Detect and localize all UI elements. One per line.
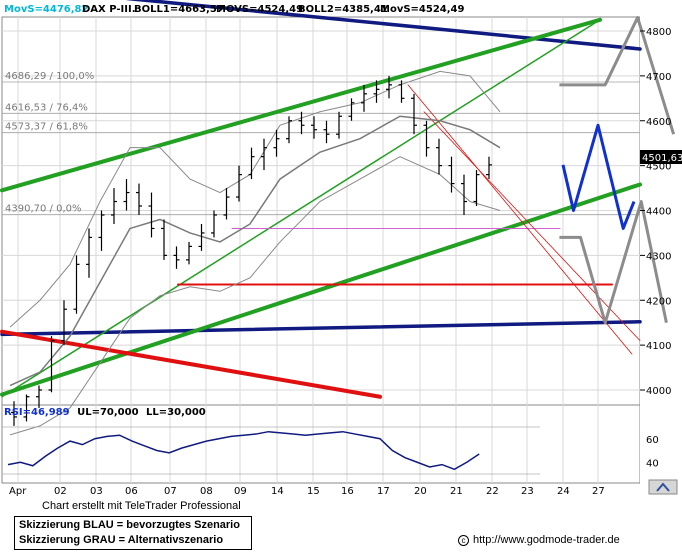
- header-movs3: MovS=4524,49: [380, 4, 465, 15]
- fib-label: 4616,53 / 76,4%: [5, 102, 88, 113]
- rsi-tick-label: 60: [646, 435, 659, 446]
- legend-blue: Skizzierung BLAU = bevorzugtes Szenario: [19, 519, 240, 531]
- y-tick-label: 4100: [646, 341, 671, 352]
- bollinger-bands: [9, 70, 501, 436]
- x-tick-label: 14: [271, 486, 284, 497]
- bollinger-lower: [9, 156, 501, 436]
- x-tick-label: 02: [54, 486, 67, 497]
- right-axis-area: [640, 0, 682, 500]
- y-axis: 4000 4100 4200 4300 4400 4500 4600 4700 4800: [640, 27, 671, 397]
- x-tick-label: 07: [164, 486, 177, 497]
- grid: [2, 17, 640, 483]
- x-tick-label: 09: [234, 486, 247, 497]
- support-line-navy: [0, 320, 642, 337]
- grey-scenario: [559, 200, 668, 325]
- scroll-button[interactable]: [648, 479, 678, 495]
- y-tick-label: 4800: [646, 27, 671, 38]
- legend-box: Skizzierung BLAU = bevorzugtes Szenario …: [14, 516, 252, 550]
- rsi-panel: 40 60: [2, 426, 659, 475]
- price-label: 4501,63: [642, 153, 682, 164]
- y-tick-label: 4600: [646, 117, 671, 128]
- x-tick-label: 27: [592, 486, 605, 497]
- header-boll2: BOLL2=4385,41: [298, 4, 388, 15]
- copyright-icon: c: [458, 535, 469, 546]
- channel-lower-green: [0, 182, 642, 397]
- blue-scenario: [561, 123, 636, 230]
- scenarios: [559, 16, 676, 325]
- header-movs2: MOVS=4524,49: [216, 4, 303, 15]
- x-tick-label: 06: [125, 486, 138, 497]
- rsi-plot-area: [1, 404, 641, 484]
- y-tick-label: 4200: [646, 296, 671, 307]
- chevron-up-icon: [656, 482, 670, 492]
- legend-grey: Skizzierung GRAU = Alternativszenario: [19, 534, 224, 546]
- channel-red-1: [407, 84, 633, 355]
- chart-credit: Chart erstellt mit TeleTrader Profession…: [42, 500, 241, 512]
- bollinger-mid: [9, 115, 501, 387]
- fib-levels: 4686,29 / 100,0% 4616,53 / 76,4% 4573,37 /…: [2, 71, 640, 216]
- x-tick-label: 03: [90, 486, 103, 497]
- y-tick-label: 4300: [646, 251, 671, 262]
- y-tick-label: 4700: [646, 72, 671, 83]
- x-tick-label: 21: [450, 486, 463, 497]
- grey-scenario-upper: [559, 16, 676, 135]
- y-tick-label: 4500: [646, 162, 671, 173]
- rsi-header: RSI=46,989 UL=70,000 LL=30,000: [4, 407, 206, 418]
- price-label-bg: [640, 150, 682, 164]
- x-tick-label: 23: [521, 486, 534, 497]
- thin-trend-green: [1, 19, 601, 398]
- rsi-line: [7, 430, 480, 471]
- x-tick-label: 20: [414, 486, 427, 497]
- x-tick-label: 15: [307, 486, 320, 497]
- trend-lines: [0, 0, 642, 399]
- price-candles: [11, 75, 492, 426]
- x-tick-label: 17: [377, 486, 390, 497]
- rsi-tick-label: 40: [646, 458, 659, 469]
- header-boll1: BOLL1=4663,57: [134, 4, 224, 15]
- fib-label: 4390,70 / 0,0%: [5, 204, 81, 215]
- x-tick-label: 16: [341, 486, 354, 497]
- x-axis: Apr 02 03 06 07 08 09 14 15 16 17 20 21 22 23 24 27: [9, 486, 605, 497]
- header-title: DAX P-III.: [82, 4, 136, 15]
- website-link[interactable]: c http://www.godmode-trader.de: [458, 534, 620, 546]
- x-tick-label: 22: [486, 486, 499, 497]
- x-tick-label: Apr: [9, 486, 27, 497]
- x-tick-label: 08: [200, 486, 213, 497]
- bollinger-upper: [9, 70, 501, 328]
- website-url[interactable]: http://www.godmode-trader.de: [473, 534, 620, 546]
- header-movs: MovS=4476,82: [4, 4, 89, 15]
- channel-upper-green: [0, 17, 602, 193]
- y-tick-label: 4000: [646, 386, 671, 397]
- fib-label: 4686,29 / 100,0%: [5, 71, 94, 82]
- channel-red-2: [423, 111, 641, 342]
- x-tick-label: 24: [557, 486, 570, 497]
- y-tick-label: 4400: [646, 207, 671, 218]
- fib-label: 4573,37 / 61,8%: [5, 122, 88, 133]
